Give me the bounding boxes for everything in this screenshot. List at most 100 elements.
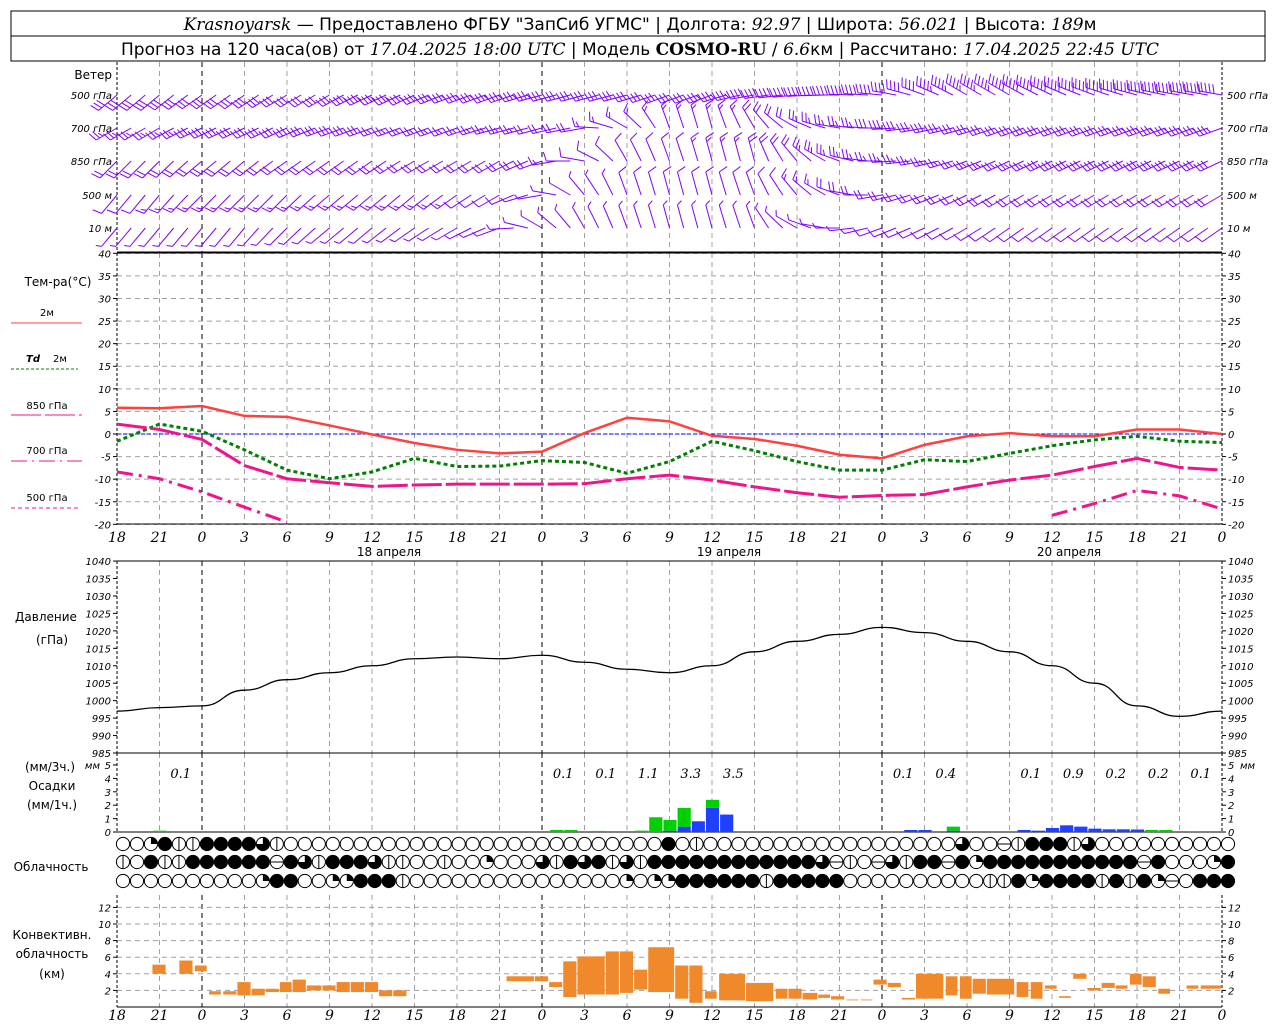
cloud-symbol	[409, 873, 424, 889]
wind-barb-feather	[776, 87, 782, 97]
wind-barb-feather	[809, 86, 814, 96]
wind-barb-feather	[1041, 198, 1050, 206]
wind-barb-feather	[1052, 200, 1060, 208]
cloud-symbol	[339, 873, 354, 889]
wind-barb-feather	[1002, 74, 1005, 84]
convective-cloud-bar	[901, 997, 915, 1000]
wind-barb-feather	[118, 105, 128, 111]
wind-barb-feather	[300, 128, 308, 137]
wind-barb-feather	[961, 162, 967, 168]
wind-barb-feather	[854, 151, 859, 162]
wind-barb-feather	[623, 102, 629, 112]
x-tick-label-bottom: 6	[283, 1008, 292, 1024]
pressure-tick-label-right: 1015	[1228, 644, 1253, 655]
wind-barb-feather	[763, 103, 769, 113]
wind-barb-staff	[568, 176, 585, 196]
cloud-symbol	[129, 836, 145, 852]
wind-barb-feather	[403, 95, 411, 104]
cloud-symbol	[745, 836, 760, 852]
wind-barb-feather	[432, 164, 441, 172]
wind-barb-feather	[744, 103, 752, 112]
wind-barb-feather	[343, 97, 351, 106]
wind-barb-feather	[168, 131, 174, 136]
wind-barb-feather	[863, 84, 867, 94]
cloud-symbol	[899, 873, 914, 889]
cloud-symbol	[493, 873, 508, 889]
wind-barb	[645, 132, 656, 162]
wind-barb-feather	[710, 94, 716, 99]
cloud-overcast-icon	[731, 854, 746, 870]
wind-barb	[718, 200, 727, 229]
precip-3h-total: 0.1	[1190, 767, 1211, 782]
wind-barb-feather	[559, 91, 566, 101]
convective-cloud-bar	[322, 985, 336, 991]
wind-barb-feather	[828, 145, 831, 156]
wind-barb-feather	[1193, 128, 1200, 137]
wind-barb-feather	[798, 144, 801, 151]
x-tick-label-temp: 18	[448, 530, 466, 546]
wind-barb-feather	[889, 121, 895, 131]
wind-barb	[471, 160, 500, 174]
wind-barb-feather	[840, 84, 845, 94]
wind-barb-staff	[718, 171, 727, 196]
wind-barb-feather	[848, 84, 853, 95]
wind-barb-feather	[630, 93, 637, 102]
wind-barb-feather	[618, 200, 623, 206]
wind-barb	[981, 194, 1010, 208]
wind-barb	[250, 227, 274, 246]
cloud-symbol	[381, 836, 396, 852]
cloud-symbol	[885, 836, 900, 852]
precip-tick-label-left: 2	[105, 801, 111, 812]
wind-barb-feather	[748, 132, 757, 139]
wind-barb-feather	[848, 121, 853, 128]
cloud-circle-icon	[577, 873, 592, 889]
wind-barb-feather	[385, 128, 393, 137]
wind-barb	[763, 103, 784, 129]
cloud-overcast-icon	[1039, 854, 1054, 870]
wind-barb	[1112, 79, 1138, 96]
x-tick-label-temp: 21	[150, 530, 169, 546]
wind-barb-staff	[675, 105, 685, 129]
wind-barb	[291, 227, 316, 245]
snow-bar	[1060, 825, 1074, 832]
conv-tick-label-left: 4	[105, 970, 111, 981]
cloud-overcast-icon	[283, 854, 298, 870]
wind-barb	[853, 227, 883, 237]
wind-barb	[740, 88, 769, 99]
wind-barb-feather	[375, 239, 382, 243]
wind-barb-feather	[251, 127, 259, 136]
wind-barb	[868, 153, 897, 163]
cloud-circle-icon	[605, 873, 620, 889]
wind-barb	[104, 94, 132, 111]
wind-barb-feather	[913, 157, 920, 166]
panel-frames	[116, 62, 1223, 1008]
wind-barb-feather	[541, 124, 548, 134]
wind-barb	[119, 160, 146, 179]
cloud-symbol	[675, 873, 690, 889]
cloud-symbol	[437, 873, 452, 889]
snow-bar	[1088, 828, 1102, 832]
cloud-symbol	[185, 836, 201, 852]
cloud-symbol	[409, 854, 424, 870]
cloud-circle-icon	[857, 873, 872, 889]
cloud-symbol	[521, 854, 536, 870]
wind-barb-staff	[859, 227, 883, 237]
wind-barb	[924, 123, 953, 135]
wind-barb	[952, 160, 982, 171]
temp-tick-label-right: 40	[1228, 249, 1241, 260]
forecast-time: 17.04.2025 18:00 UTC	[370, 40, 566, 60]
wind-barb	[375, 227, 401, 243]
cloud-circle-icon	[479, 873, 494, 889]
wind-barb	[895, 122, 925, 133]
cloud-symbol	[1178, 836, 1194, 852]
pressure-tick-label-right: 990	[1228, 732, 1247, 743]
wind-barb	[618, 166, 628, 196]
wind-barb	[717, 99, 727, 129]
wind-barb-feather	[909, 158, 916, 167]
wind-barb	[886, 79, 911, 96]
wind-barb-feather	[769, 132, 777, 141]
x-tick-label-bottom: 9	[1005, 1008, 1014, 1024]
wind-barb-feather	[781, 168, 787, 177]
wind-barb-staff	[960, 227, 982, 242]
cloud-circle-icon	[927, 836, 942, 852]
